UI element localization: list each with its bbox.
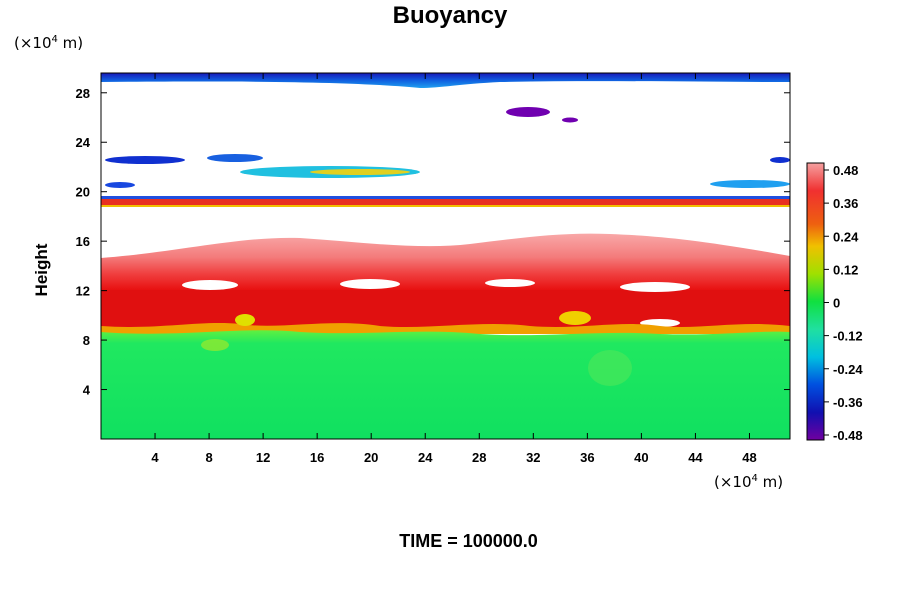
y-tick-label: 24 [76, 135, 91, 150]
x-tick-label: 8 [205, 450, 212, 465]
time-label: TIME = 100000.0 [399, 531, 538, 551]
y-tick-label: 16 [76, 234, 90, 249]
x-axis-unit: (×104 m) [714, 473, 784, 491]
colorbar-ticks: 0.48 0.36 0.24 0.12 0 -0.12 -0.24 -0.36 -0.48 [824, 163, 863, 443]
colorbar-tick-label: -0.12 [833, 329, 863, 344]
y-tick-label: 8 [83, 333, 90, 348]
x-axis-ticks: 4 8 12 16 20 24 28 32 36 40 44 48 [151, 73, 757, 465]
colorbar-tick-label: -0.24 [833, 362, 863, 377]
colorbar-tick-label: 0.48 [833, 163, 858, 178]
x-tick-label: 36 [580, 450, 594, 465]
chart-title: Buoyancy [392, 2, 508, 29]
x-tick-label: 32 [526, 450, 540, 465]
y-tick-label: 28 [76, 86, 90, 101]
y-tick-label: 12 [76, 284, 90, 299]
x-tick-label: 44 [688, 450, 703, 465]
y-tick-label: 4 [83, 383, 91, 398]
y-tick-label: 20 [76, 185, 90, 200]
colorbar-tick-label: 0.12 [833, 262, 858, 277]
y-axis-ticks: 4 8 12 16 20 24 28 [76, 86, 790, 398]
colorbar-tick-label: 0.24 [833, 229, 859, 244]
x-tick-label: 24 [418, 450, 433, 465]
buoyancy-field [101, 73, 790, 439]
colorbar-tick-label: 0 [833, 296, 840, 311]
x-tick-label: 12 [256, 450, 270, 465]
x-tick-label: 40 [634, 450, 648, 465]
x-tick-label: 28 [472, 450, 486, 465]
x-tick-label: 4 [151, 450, 159, 465]
x-tick-label: 16 [310, 450, 324, 465]
colorbar-tick-label: 0.36 [833, 196, 858, 211]
y-axis-unit: (×104 m) [14, 34, 84, 52]
x-tick-label: 48 [742, 450, 756, 465]
colorbar-tick-label: -0.36 [833, 395, 863, 410]
colorbar-tick-label: -0.48 [833, 428, 863, 443]
colorbar [806, 162, 825, 441]
x-tick-label: 20 [364, 450, 378, 465]
